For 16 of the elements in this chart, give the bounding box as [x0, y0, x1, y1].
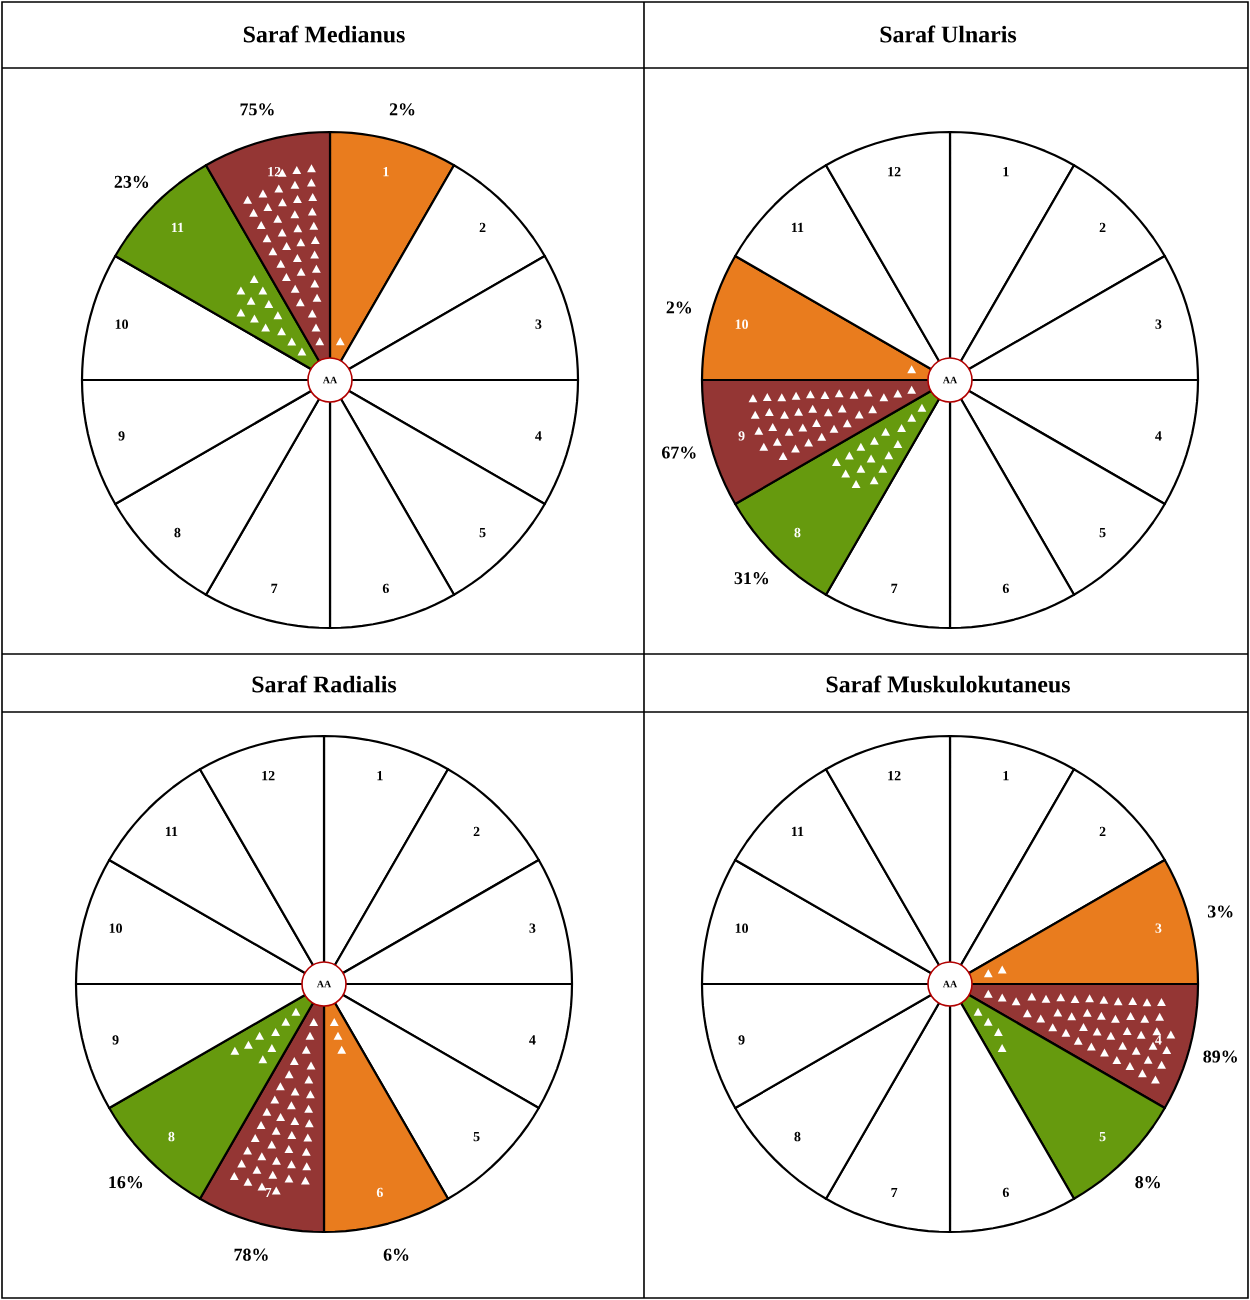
data-label: 78% [234, 1248, 268, 1261]
text: Saraf Medianus [243, 25, 405, 43]
text: Saraf Ulnaris [880, 25, 1017, 43]
data-label: 67% [662, 446, 696, 459]
data-label: 23% [114, 175, 149, 188]
data-label: 89% [1203, 1050, 1237, 1063]
data-label: 3% [1207, 905, 1233, 918]
data-label: 6% [383, 1248, 409, 1261]
data-label: 75% [240, 103, 274, 116]
text: Saraf Muskulokutaneus [826, 675, 1070, 693]
text: Saraf Radialis [252, 675, 397, 693]
data-label: 2% [666, 301, 692, 314]
data-label: 2% [389, 103, 415, 116]
data-label: 16% [109, 1176, 143, 1189]
data-label: 31% [734, 572, 769, 585]
data-label: 8% [1135, 1176, 1160, 1189]
